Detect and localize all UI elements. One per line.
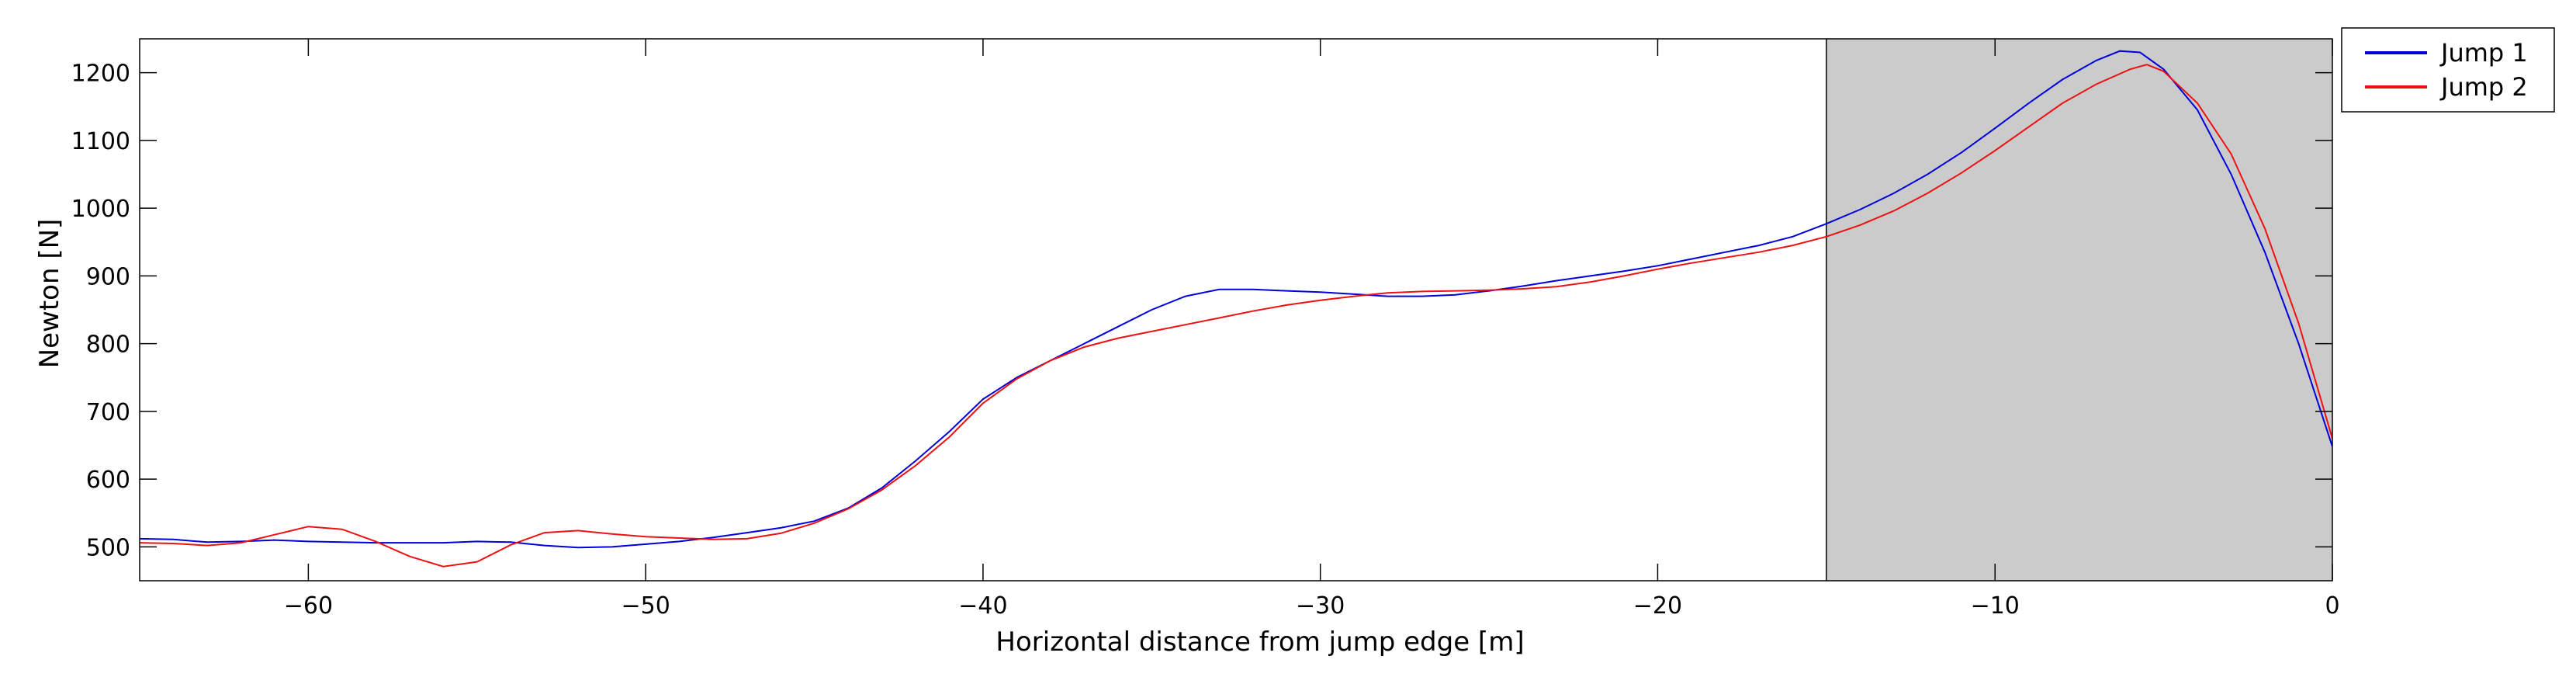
- plot-frame: [139, 38, 2333, 582]
- y-axis-label: Newton [N]: [34, 219, 65, 369]
- x-tick-label: −50: [621, 592, 670, 620]
- x-tick-label: −30: [1296, 592, 1345, 620]
- y-tick-label: 1000: [71, 196, 130, 223]
- shaded-region: [1826, 39, 2332, 581]
- x-tick-label: 0: [2325, 592, 2339, 620]
- y-tick-label: 500: [86, 534, 130, 561]
- series-line-1: [140, 50, 2332, 549]
- legend-box: [2341, 27, 2555, 113]
- y-tick-label: 600: [86, 467, 130, 494]
- x-tick-label: −10: [1971, 592, 2020, 620]
- y-tick-label: 1200: [71, 61, 130, 88]
- x-axis: −60 −50 −40 −30 −20 −10 0: [284, 39, 2340, 620]
- legend-entry-1: Jump 1: [2439, 38, 2528, 68]
- y-axis: 500 600 700 800 900 1000 1100 1200: [71, 61, 2332, 561]
- series-line-2: [140, 64, 2332, 568]
- x-axis-label: Horizontal distance from jump edge [m]: [995, 627, 1524, 658]
- legend: Jump 1 Jump 2: [2341, 27, 2555, 113]
- y-tick-label: 1100: [71, 128, 130, 155]
- y-tick-label: 800: [86, 332, 130, 359]
- plot-area: [139, 38, 2333, 582]
- y-tick-label: 700: [86, 399, 130, 426]
- x-tick-label: −20: [1633, 592, 1682, 620]
- x-tick-label: −40: [958, 592, 1007, 620]
- y-tick-label: 900: [86, 263, 130, 290]
- legend-entry-2: Jump 2: [2439, 72, 2528, 102]
- x-tick-label: −60: [284, 592, 333, 620]
